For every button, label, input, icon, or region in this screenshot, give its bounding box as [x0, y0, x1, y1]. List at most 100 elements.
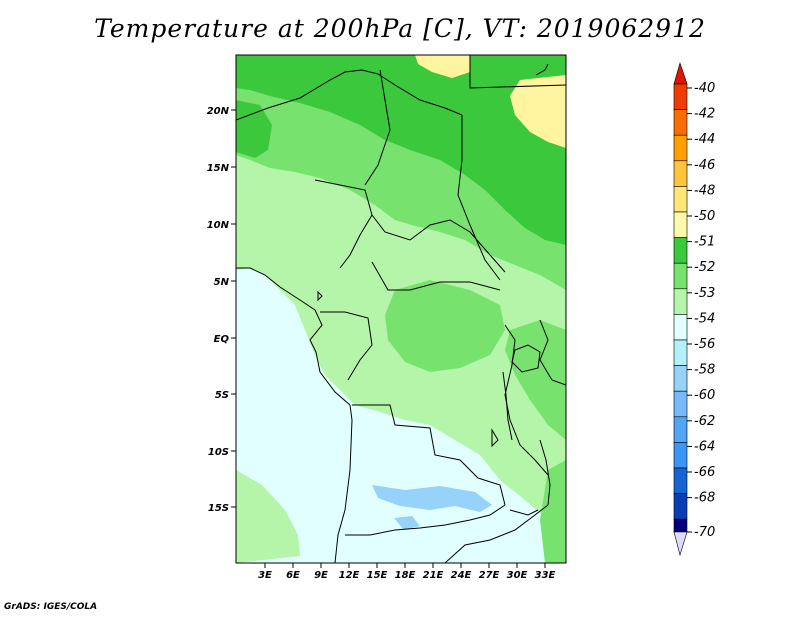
border-congo [320, 311, 373, 381]
lat-tick: 15S [208, 503, 236, 514]
field-band-56-a [372, 485, 492, 512]
colorbar-cell [673, 365, 688, 392]
lon-label: 33E [535, 570, 556, 581]
lat-tick: 10N [207, 220, 236, 231]
lat-label: 15N [207, 163, 230, 174]
lat-label: 5S [215, 390, 229, 401]
field-band-52-se [540, 460, 566, 563]
colorbar-label: -52 [694, 260, 715, 275]
border-angola [352, 404, 506, 506]
colorbar-cell [673, 390, 688, 418]
colorbar-cell [673, 493, 688, 520]
lat-label: 10S [208, 447, 229, 458]
colorbar-cell [673, 467, 688, 494]
colorbar-label: -66 [694, 465, 715, 480]
colorbar-label: -60 [694, 388, 715, 403]
lon-tick: 21E [423, 563, 444, 581]
border-east-vertical [457, 115, 501, 281]
colorbar-label: -42 [694, 107, 715, 122]
lat-label: EQ [214, 334, 230, 345]
colorbar-cell [673, 416, 688, 443]
lat-tick: 5S [215, 390, 236, 401]
colorbar-label: -64 [694, 439, 715, 454]
lon-label: 24E [451, 570, 472, 581]
lon-tick: 9E [314, 563, 328, 581]
field-band-51-west [236, 100, 272, 158]
map-fields [236, 55, 566, 563]
border-east-lakes [539, 319, 566, 386]
lat-tick: 15N [207, 163, 236, 174]
grads-credit: GrADS: IGES/COLA [4, 602, 98, 612]
lon-tick: 30E [507, 563, 528, 581]
lon-label: 6E [286, 570, 300, 581]
colorbar-label: -68 [694, 491, 715, 506]
lon-label: 9E [314, 570, 328, 581]
lon-label: 15E [367, 570, 388, 581]
lat-label: 15S [208, 503, 229, 514]
colorbar-cell [673, 262, 688, 290]
lat-tick: 10S [208, 447, 236, 458]
colorbar-cell [673, 237, 688, 264]
colorbar-label: -44 [694, 132, 715, 147]
border-nile [535, 63, 549, 76]
field-band-51 [236, 55, 566, 245]
colorbar-label: -58 [694, 363, 715, 378]
lat-label: 20N [207, 106, 230, 117]
border-north-vertical [364, 69, 391, 186]
colorbar-label: -53 [694, 286, 715, 301]
lon-label: 12E [339, 570, 360, 581]
lon-tick: 15E [367, 563, 388, 581]
colorbar-label: -46 [694, 158, 715, 173]
colorbar-cell [673, 211, 688, 238]
lon-tick: 24E [451, 563, 472, 581]
colorbar-label: -51 [694, 235, 715, 250]
colorbar-labels: -40 -42 -44 -46 -48 -50 -51 -52 -53 -54 … [687, 81, 715, 540]
field-band-53-sw [236, 470, 300, 563]
colorbar-top-arrow [673, 61, 688, 85]
lat-tick: 20N [207, 106, 236, 117]
colorbar-cell [673, 186, 688, 213]
field-band-50 [415, 55, 470, 78]
lon-label: 21E [423, 570, 444, 581]
colorbar-cell [673, 134, 688, 162]
lon-label: 30E [507, 570, 528, 581]
map-frame [235, 54, 567, 564]
lat-label: 10N [207, 220, 230, 231]
coastline-west [236, 267, 353, 563]
colorbar-label: -50 [694, 209, 715, 224]
lon-label: 18E [395, 570, 416, 581]
lon-tick: 27E [479, 563, 500, 581]
lat-tick: EQ [214, 334, 236, 345]
lon-label: 3E [258, 570, 272, 581]
lake-kariba [509, 509, 539, 516]
lake-mweru [491, 428, 499, 448]
field-band-52-east [505, 320, 566, 440]
lat-tick: 5N [214, 277, 236, 288]
colorbar-cell [673, 83, 688, 110]
border-chad-north [469, 55, 566, 89]
lat-label: 5N [214, 277, 230, 288]
border-car-south [371, 261, 501, 291]
colorbar-cell [673, 288, 688, 315]
lake-tanganyika [502, 371, 513, 441]
border-northwest [236, 69, 463, 121]
colorbar-label: -62 [694, 414, 715, 429]
colorbar-label: -40 [694, 81, 715, 96]
border-car [371, 214, 506, 273]
lat-axis: 20N 15N 10N 5N EQ 5S 10S 15S [207, 106, 236, 514]
lon-label: 27E [479, 570, 500, 581]
border-southeast [444, 504, 549, 563]
island-bioko [317, 290, 323, 302]
chart-title: Temperature at 200hPa [C], VT: 201906291… [94, 14, 706, 43]
colorbar-cell [673, 314, 688, 341]
colorbar-cell [673, 339, 688, 366]
colorbar-label: -70 [694, 525, 715, 540]
lon-tick: 3E [258, 563, 272, 581]
lake-malawi [539, 439, 551, 506]
colorbar-cell [673, 160, 688, 187]
colorbar-label: -56 [694, 337, 715, 352]
lon-axis: 3E 6E 9E 12E 15E 18E 21E 24E 27E 30E 33E [258, 563, 556, 581]
colorbar-label: -48 [694, 183, 715, 198]
lon-tick: 18E [395, 563, 416, 581]
lon-tick: 6E [286, 563, 300, 581]
